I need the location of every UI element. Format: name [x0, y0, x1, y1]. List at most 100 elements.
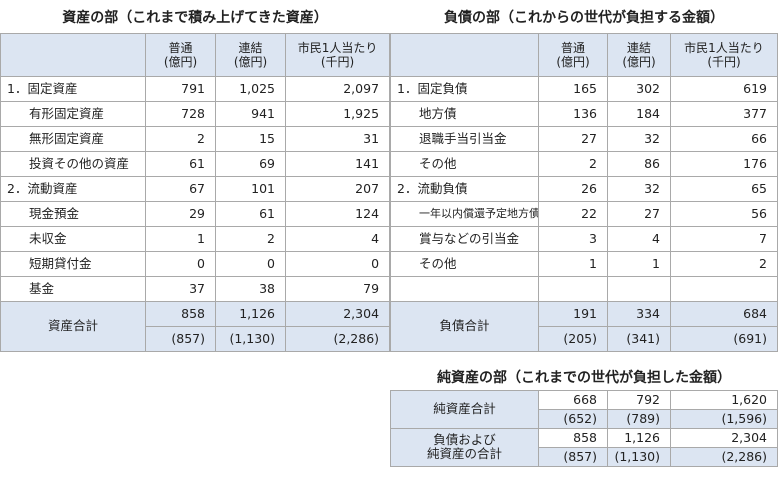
table-row: 無形固定資産 2 15 31 [0, 125, 391, 152]
assets-header-blank [0, 32, 146, 77]
cell-ordinary: 29 [145, 200, 216, 227]
cell-ordinary: 136 [538, 100, 608, 127]
liabilities-header-per-capita: 市民1人当たり (千円) [670, 32, 778, 77]
cell-per-capita: 1,925 [284, 100, 391, 127]
table-row: 1．固定負債 165 302 619 [390, 75, 778, 102]
cell-consolidated: 1,025 [215, 75, 286, 102]
row-label: 地方債 [390, 100, 539, 127]
table-row: 基金 37 38 79 [0, 275, 391, 302]
table-row: 短期貸付金 0 0 0 [0, 250, 391, 277]
table-row: 有形固定資産 728 941 1,925 [0, 100, 391, 127]
row-label: 賞与などの引当金 [390, 225, 539, 252]
cell-consolidated: 27 [607, 200, 671, 227]
prev-year-row: (205) (341) (691) [391, 325, 778, 352]
cell-consolidated: 86 [607, 150, 671, 177]
row-label: 基金 [0, 275, 146, 302]
cell-consolidated: 0 [215, 250, 286, 277]
cell-ordinary: 0 [145, 250, 216, 277]
table-row: その他 1 1 2 [390, 250, 778, 277]
cell-consolidated: 69 [215, 150, 286, 177]
liabilities-table: 負債の部（これからの世代が負担する金額） 普通 (億円) 連結 (億円) 市民1人当… [390, 3, 778, 352]
cell-per-capita: 141 [284, 150, 391, 177]
cell-ordinary: 2 [538, 150, 608, 177]
cell-per-capita: 4 [284, 225, 391, 252]
table-row: その他 2 86 176 [390, 150, 778, 177]
cell-per-capita: 2,304 [284, 300, 391, 327]
row-label: 一年以内償還予定地方債 [390, 200, 539, 227]
cell-per-capita-prev: (691) [670, 325, 778, 352]
row-label: 退職手当引当金 [390, 125, 539, 152]
row-label: 1．固定負債 [390, 75, 539, 102]
cell-per-capita: 207 [284, 175, 391, 202]
cell-per-capita-prev: (2,286) [284, 325, 391, 352]
cell-per-capita: 2 [670, 250, 778, 277]
cell-consolidated: 184 [607, 100, 671, 127]
cell-consolidated: 15 [215, 125, 286, 152]
table-row: 1．固定資産 791 1,025 2,097 [0, 75, 391, 102]
cell-consolidated: 1,126 [607, 427, 671, 448]
row-label: 2．流動資産 [0, 175, 146, 202]
table-row: 未収金 1 2 4 [0, 225, 391, 252]
cell-per-capita: 1,620 [670, 389, 778, 410]
cell-ordinary: 61 [145, 150, 216, 177]
row-label: その他 [390, 150, 539, 177]
cell-consolidated-prev: (341) [607, 325, 671, 352]
cell-per-capita: 7 [670, 225, 778, 252]
net-assets-title: 純資産の部（これまでの世代が負担した金額） [390, 366, 778, 391]
cell-ordinary: 3 [538, 225, 608, 252]
assets-header-per-capita: 市民1人当たり (千円) [284, 32, 391, 77]
cell-ordinary: 1 [145, 225, 216, 252]
cell-ordinary-prev: (205) [538, 325, 608, 352]
cell-consolidated-prev: (1,130) [607, 446, 671, 467]
cell-per-capita-prev: (2,286) [670, 446, 778, 467]
cell-consolidated: 38 [215, 275, 286, 302]
table-row: 退職手当引当金 27 32 66 [390, 125, 778, 152]
cell-per-capita: 2,304 [670, 427, 778, 448]
liabilities-header-ordinary: 普通 (億円) [538, 32, 608, 77]
cell-consolidated: 792 [607, 389, 671, 410]
cell-consolidated-prev: (789) [607, 408, 671, 429]
prev-year-row: (857) (1,130) (2,286) [1, 325, 391, 352]
cell-per-capita: 79 [284, 275, 391, 302]
assets-title: 資産の部（これまで積み上げてきた資産） [0, 3, 390, 34]
cell-ordinary: 858 [538, 427, 608, 448]
cell-ordinary: 668 [538, 389, 608, 410]
table-row: 地方債 136 184 377 [390, 100, 778, 127]
cell-consolidated: 61 [215, 200, 286, 227]
cell-consolidated: 941 [215, 100, 286, 127]
cell-per-capita: 377 [670, 100, 778, 127]
cell-per-capita: 2,097 [284, 75, 391, 102]
liabilities-title: 負債の部（これからの世代が負担する金額） [390, 3, 778, 34]
cell-consolidated: 1 [607, 250, 671, 277]
table-row-empty [390, 275, 778, 302]
cell-ordinary: 37 [145, 275, 216, 302]
assets-table: 資産の部（これまで積み上げてきた資産） 普通 (億円) 連結 (億円) 市民1人当た… [0, 3, 391, 352]
cell-consolidated: 4 [607, 225, 671, 252]
row-label: 無形固定資産 [0, 125, 146, 152]
row-label: 未収金 [0, 225, 146, 252]
assets-total-label: 資産合計 [0, 300, 146, 352]
cell-ordinary: 191 [538, 300, 608, 327]
cell-consolidated: 334 [607, 300, 671, 327]
cell-per-capita: 56 [670, 200, 778, 227]
cell-ordinary: 1 [538, 250, 608, 277]
cell-ordinary: 165 [538, 75, 608, 102]
cell-per-capita: 66 [670, 125, 778, 152]
cell-per-capita: 65 [670, 175, 778, 202]
cell-consolidated: 101 [215, 175, 286, 202]
row-label: 有形固定資産 [0, 100, 146, 127]
assets-header-consolidated: 連結 (億円) [215, 32, 286, 77]
cell-consolidated: 32 [607, 175, 671, 202]
cell-consolidated-prev: (1,130) [215, 325, 286, 352]
liabilities-header-consolidated: 連結 (億円) [607, 32, 671, 77]
cell-ordinary: 858 [145, 300, 216, 327]
cell-consolidated: 1,126 [215, 300, 286, 327]
table-row: 現金預金 29 61 124 [0, 200, 391, 227]
net-assets-total-label: 純資産合計 [390, 389, 539, 429]
cell-ordinary: 22 [538, 200, 608, 227]
total-row: 純資産合計 668 792 1,620 [390, 389, 778, 429]
cell-ordinary: 67 [145, 175, 216, 202]
cell-ordinary: 791 [145, 75, 216, 102]
cell-consolidated: 2 [215, 225, 286, 252]
cell-ordinary: 27 [538, 125, 608, 152]
